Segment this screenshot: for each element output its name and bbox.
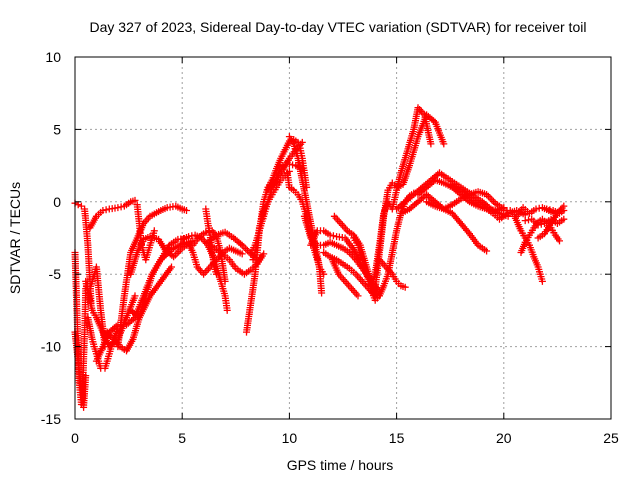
series-markers (371, 111, 448, 293)
y-tick-label: 10 (45, 49, 61, 65)
y-tick-label: 5 (53, 121, 61, 137)
series-pass-17 (204, 228, 261, 264)
y-tick-label: -15 (41, 411, 61, 427)
series-markers (446, 180, 529, 223)
series-markers (543, 205, 568, 217)
series-pass-21 (247, 167, 293, 256)
x-tick-label: 10 (282, 430, 298, 446)
y-tick-label: -5 (49, 266, 62, 282)
series-markers (247, 167, 293, 256)
series-pass-32 (371, 111, 448, 293)
series-markers (517, 215, 563, 256)
series-markers (127, 233, 246, 278)
x-tick-label: 15 (389, 430, 405, 446)
series-pass-45 (543, 205, 568, 217)
series-pass-37 (397, 191, 491, 255)
y-tick-label: -10 (41, 339, 61, 355)
series-markers (375, 256, 409, 291)
grid-lines (75, 57, 611, 419)
chart-title: Day 327 of 2023, Sidereal Day-to-day VTE… (90, 19, 587, 35)
series-markers (204, 228, 261, 264)
series-pass-38 (423, 188, 508, 213)
series-pass-10 (114, 202, 190, 351)
series-pass-39 (446, 180, 529, 223)
series-pass-43 (517, 215, 563, 256)
x-tick-label: 25 (603, 430, 619, 446)
y-axis-label: SDTVAR / TECUs (7, 182, 23, 294)
series-markers (114, 202, 190, 351)
series-markers (397, 191, 491, 255)
series-markers (423, 188, 508, 213)
axis-ticks: 0 5 10 15 20 25 -15 -10 -5 0 5 10 (41, 49, 619, 446)
series-markers (328, 256, 362, 300)
series-markers (86, 196, 139, 232)
x-tick-label: 5 (178, 430, 186, 446)
data-series (71, 104, 568, 411)
plot-frame (74, 56, 612, 420)
series-pass-6 (86, 263, 109, 351)
y-tick-label: 0 (53, 194, 61, 210)
series-pass-12 (127, 263, 175, 322)
series-pass-13 (127, 233, 246, 278)
x-tick-label: 20 (496, 430, 512, 446)
series-pass-29 (328, 256, 362, 300)
x-axis-label: GPS time / hours (287, 457, 394, 473)
x-tick-label: 0 (71, 430, 79, 446)
series-markers (127, 263, 175, 322)
series-pass-34 (375, 256, 409, 291)
series-pass-8 (86, 196, 139, 232)
series-markers (86, 263, 109, 351)
